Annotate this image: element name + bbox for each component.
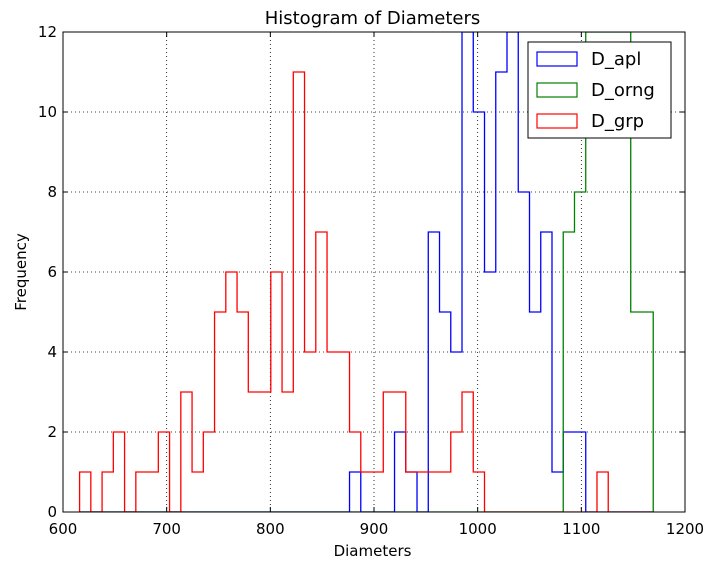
y-tick-label: 8 <box>47 183 57 201</box>
series-D_grp <box>78 71 654 512</box>
x-axis-label: Diameters <box>334 542 412 560</box>
y-tick-label: 4 <box>47 343 57 361</box>
x-tick-label: 1100 <box>562 520 600 538</box>
x-tick-label: 700 <box>152 520 181 538</box>
x-tick-label: 1200 <box>666 520 704 538</box>
legend-box <box>527 41 672 139</box>
series-D_orng <box>79 32 654 512</box>
y-axis-label: Frequency <box>12 233 30 311</box>
y-tick-label: 6 <box>47 263 57 281</box>
legend-swatch-D_orng <box>536 82 578 98</box>
x-tick-label: 900 <box>360 520 389 538</box>
y-tick-label: 10 <box>38 103 57 121</box>
y-tick-label: 2 <box>47 423 57 441</box>
legend-label-D_apl: D_apl <box>591 49 641 70</box>
axis-ticks <box>62 31 686 513</box>
legend-swatch-D_grp <box>536 113 578 129</box>
plot-area <box>78 32 654 512</box>
legend-swatch-D_apl <box>536 51 578 67</box>
chart-title: Histogram of Diameters <box>265 8 481 29</box>
x-tick-labels: 600 700 800 900 1000 1100 1200 <box>49 520 704 538</box>
x-tick-label: 600 <box>49 520 78 538</box>
histogram-step-D_orng <box>79 32 654 512</box>
y-tick-label: 12 <box>38 23 57 41</box>
legend-label-D_grp: D_grp <box>591 111 644 132</box>
legend-label-D_orng: D_orng <box>591 80 655 101</box>
histogram-step-D_grp <box>78 71 654 512</box>
histogram-step-D_apl <box>79 32 654 512</box>
x-tick-label: 1000 <box>459 520 497 538</box>
y-tick-label: 0 <box>47 503 57 521</box>
x-tick-label: 800 <box>256 520 285 538</box>
series-D_apl <box>79 32 654 512</box>
legend: D_apl D_orng D_grp <box>527 41 672 139</box>
y-tick-labels: 0 2 4 6 8 10 12 <box>38 23 57 521</box>
